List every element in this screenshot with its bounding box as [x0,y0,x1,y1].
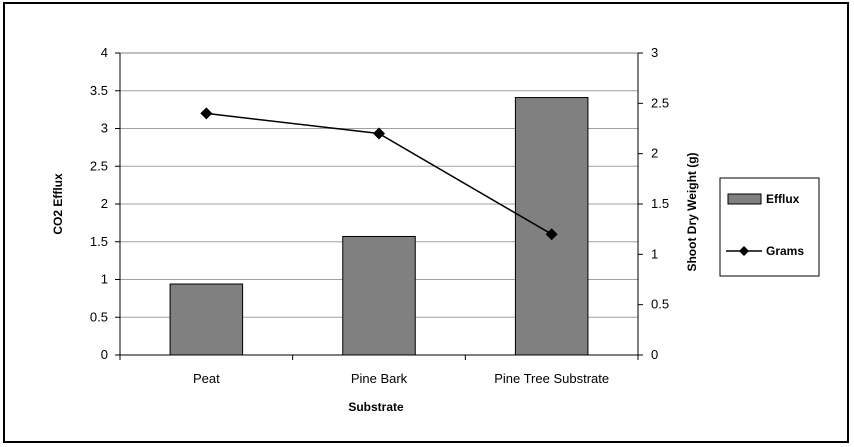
y-tick-label: 4 [101,45,108,60]
x-axis-title: Substrate [348,400,404,414]
bar [169,283,244,356]
bars [169,97,589,356]
y2-tick-label: 0.5 [651,297,669,312]
bar [514,97,589,356]
y2-tick-label: 1 [651,246,658,261]
legend-label-grams: Grams [766,244,804,258]
data-point [200,107,213,120]
line-series [200,107,558,241]
data-point [545,228,558,241]
y-tick-label: 2.5 [90,158,108,173]
x-tick-label: Pine Tree Substrate [494,371,609,386]
y-tick-label: 1 [101,272,108,287]
x-tick-label: Peat [193,371,220,386]
y-axis-ticks: 0 0.5 1 1.5 2 2.5 3 3.5 4 [90,45,121,362]
x-axis-ticks: Peat Pine Bark Pine Tree Substrate [119,354,639,386]
y2-axis-ticks: 0 0.5 1 1.5 2 2.5 3 [637,45,669,362]
y-tick-label: 3.5 [90,83,108,98]
y2-tick-label: 1.5 [651,196,669,211]
legend-swatch-efflux [727,193,762,205]
chart-frame [3,2,849,443]
y2-axis-title: Shoot Dry Weight (g) [685,152,699,271]
bar [342,235,416,356]
y-tick-label: 3 [101,121,108,136]
legend-label-efflux: Efflux [766,192,800,206]
y-tick-label: 0 [101,347,108,362]
y-tick-label: 0.5 [90,309,108,324]
x-tick-label: Pine Bark [351,371,408,386]
data-point [373,127,385,140]
legend: Efflux Grams [719,177,820,277]
y2-tick-label: 2 [651,146,658,161]
legend-marker-grams [739,246,749,256]
y-tick-label: 2 [101,196,108,211]
y2-tick-label: 2.5 [651,95,669,110]
y2-tick-label: 3 [651,45,658,60]
y2-tick-label: 0 [651,347,658,362]
y-axis-title: CO2 Efflux [51,173,65,235]
y-tick-label: 1.5 [90,234,108,249]
